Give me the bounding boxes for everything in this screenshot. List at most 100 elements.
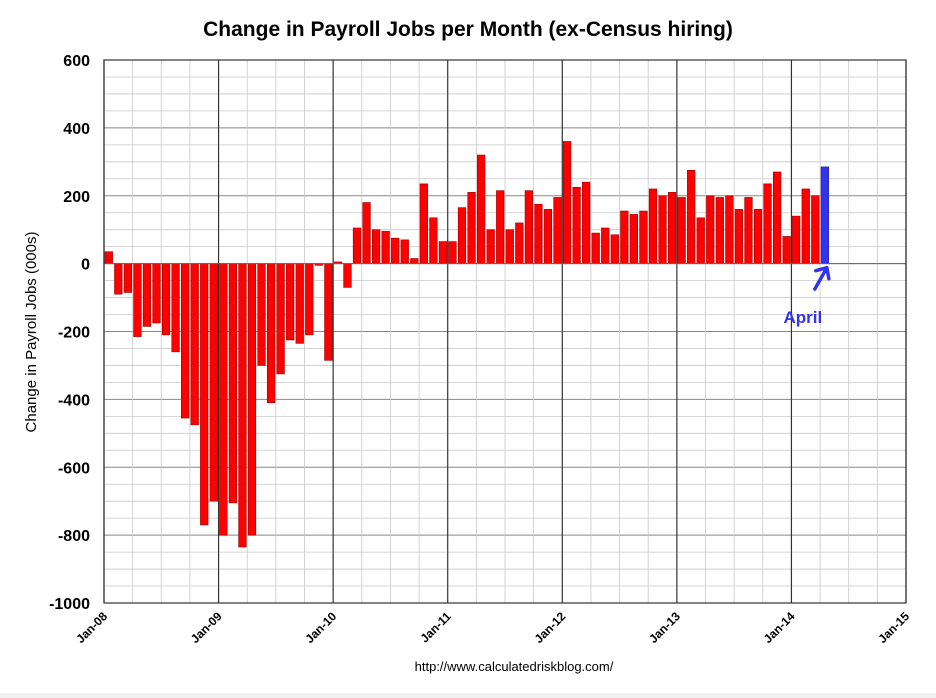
x-tick-label: Jan-12 xyxy=(532,609,569,646)
bar xyxy=(448,241,457,264)
bar xyxy=(582,181,591,264)
april-arrow-icon xyxy=(813,265,831,291)
bar xyxy=(142,263,152,327)
bar xyxy=(305,263,314,336)
bar xyxy=(371,229,381,264)
y-tick-label: 600 xyxy=(63,53,90,70)
april-annotation-label: April xyxy=(783,308,822,327)
y-tick-label: 400 xyxy=(63,121,90,138)
x-tick-label: Jan-13 xyxy=(646,609,683,646)
bar xyxy=(419,183,428,264)
bar xyxy=(677,197,686,264)
bar xyxy=(400,239,409,264)
bar xyxy=(620,210,629,264)
source-url: http://www.calculatedriskblog.com/ xyxy=(415,659,614,674)
bar xyxy=(123,263,132,293)
bar xyxy=(801,188,810,264)
y-tick-label: -200 xyxy=(58,325,90,342)
bar xyxy=(133,263,142,337)
y-tick-label: -600 xyxy=(58,460,90,477)
y-tick-label: -400 xyxy=(58,392,90,409)
bar xyxy=(524,190,533,264)
bar xyxy=(410,258,419,264)
bar xyxy=(572,186,581,264)
bar xyxy=(667,192,677,264)
y-axis-label: Change in Payroll Jobs (000s) xyxy=(23,232,40,433)
y-tick-label: 200 xyxy=(63,189,90,206)
bar xyxy=(811,195,820,264)
x-tick-label: Jan-09 xyxy=(188,609,225,646)
bar xyxy=(562,141,572,264)
y-tick-label: -800 xyxy=(58,528,90,545)
bar xyxy=(658,195,667,264)
bar xyxy=(553,197,562,264)
bar xyxy=(324,263,333,361)
bar xyxy=(486,229,495,264)
bar xyxy=(286,263,295,341)
bar xyxy=(496,190,505,264)
bar xyxy=(601,227,610,264)
bar xyxy=(362,202,371,264)
bar xyxy=(706,195,715,264)
bar-highlight xyxy=(820,166,829,264)
bar xyxy=(591,232,600,264)
bar xyxy=(648,188,658,264)
bar xyxy=(457,207,467,264)
bar xyxy=(104,251,113,264)
chart-title: Change in Payroll Jobs per Month (ex-Cen… xyxy=(203,18,733,41)
bar xyxy=(534,203,543,264)
x-tick-label: Jan-15 xyxy=(875,609,912,646)
bar xyxy=(477,154,486,264)
bar xyxy=(152,263,161,324)
bar xyxy=(515,222,524,264)
bar xyxy=(753,209,763,264)
bar xyxy=(744,197,753,264)
bar xyxy=(639,210,648,264)
bar xyxy=(257,263,266,366)
bar xyxy=(429,217,438,264)
grid-lines xyxy=(103,59,907,604)
plot-border xyxy=(103,59,907,604)
bar xyxy=(505,229,514,264)
bar xyxy=(715,197,724,264)
bar xyxy=(792,215,801,264)
y-tick-label: 0 xyxy=(81,257,90,274)
bar xyxy=(190,263,199,426)
bar xyxy=(181,263,190,419)
bar xyxy=(171,263,180,353)
y-tick-label: -1000 xyxy=(49,596,90,613)
bar xyxy=(228,263,238,504)
annotation: April xyxy=(783,265,831,327)
bar xyxy=(782,236,791,264)
bar xyxy=(295,263,304,344)
x-tick-label: Jan-11 xyxy=(418,609,455,646)
bar xyxy=(763,183,772,264)
bar xyxy=(696,217,705,264)
x-tick-label: Jan-14 xyxy=(761,609,798,646)
bar xyxy=(391,237,400,264)
bar xyxy=(467,192,476,264)
bar xyxy=(247,263,257,536)
bar xyxy=(725,195,734,264)
bar xyxy=(209,263,218,502)
bar xyxy=(734,209,744,264)
bar xyxy=(219,263,228,536)
bar xyxy=(772,171,782,264)
bar xyxy=(543,209,553,264)
bar xyxy=(629,214,639,264)
bar xyxy=(687,169,696,264)
bar xyxy=(276,263,285,375)
bar xyxy=(266,263,276,404)
bar xyxy=(238,263,247,548)
x-tick-label: Jan-10 xyxy=(302,609,339,646)
bar xyxy=(343,263,352,288)
bar xyxy=(438,241,448,264)
bar xyxy=(161,263,171,336)
bar xyxy=(352,227,362,264)
bar xyxy=(381,231,390,264)
bar xyxy=(200,263,209,526)
x-tick-label: Jan-08 xyxy=(73,609,110,646)
bar xyxy=(610,234,619,264)
